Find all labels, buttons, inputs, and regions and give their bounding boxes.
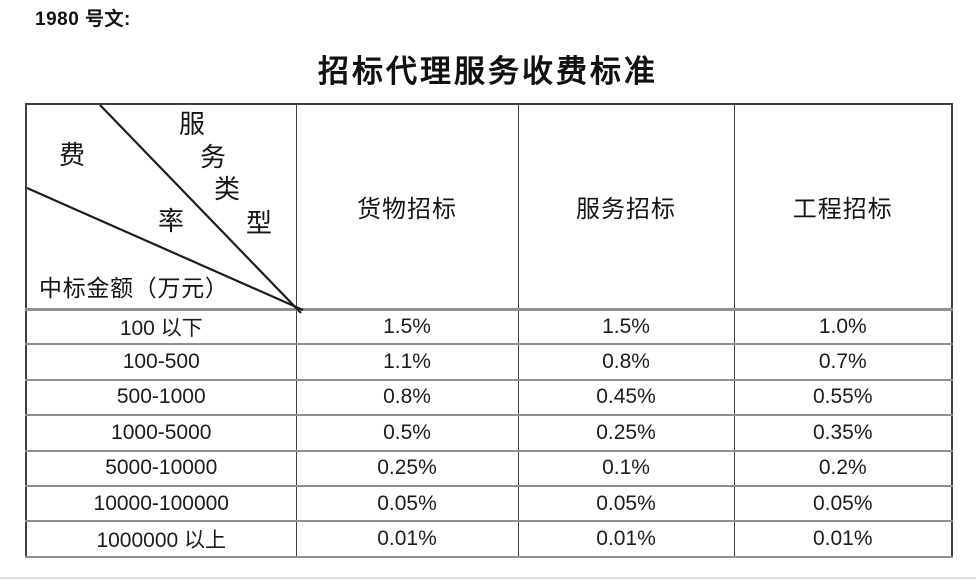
- fee-rate-cell: 0.8%: [517, 343, 735, 381]
- amount-range-cell: 1000-5000: [25, 414, 297, 452]
- fee-rate-cell: 1.5%: [295, 307, 519, 346]
- fee-rate-cell: 0.1%: [517, 449, 735, 487]
- corner-type-axis-char: 类: [214, 175, 241, 204]
- fee-rate-cell: 0.05%: [733, 484, 953, 523]
- fee-rate-cell: 0.05%: [517, 484, 735, 523]
- corner-type-axis-char: 务: [200, 143, 227, 172]
- fee-rate-cell: 1.1%: [295, 343, 519, 381]
- column-header-goods-bidding: 货物招标: [295, 103, 519, 311]
- corner-type-axis-char: 型: [246, 209, 273, 238]
- page-title: 招标代理服务收费标准: [318, 54, 658, 89]
- amount-range-cell: 1000000 以上: [25, 520, 297, 558]
- table-row: 500-1000 0.8% 0.45% 0.55%: [25, 378, 953, 417]
- fee-rate-cell: 0.8%: [295, 378, 519, 417]
- doc-number-label: 1980 号文:: [35, 9, 131, 30]
- fee-rate-cell: 0.25%: [517, 414, 735, 452]
- diagonal-line-upper: [99, 104, 302, 314]
- page-bottom-edge: [0, 577, 976, 579]
- fee-rate-cell: 0.01%: [517, 520, 735, 558]
- amount-range-cell: 10000-100000: [25, 484, 297, 523]
- amount-range-cell: 5000-10000: [25, 449, 297, 487]
- table-row: 1000-5000 0.5% 0.25% 0.35%: [25, 414, 953, 452]
- diagonal-line-lower: [26, 186, 304, 312]
- fee-rate-cell: 1.0%: [733, 307, 953, 346]
- diagonal-header-cell: 服 务 类 型 费 率 中标金额（万元）: [25, 103, 304, 314]
- table-row: 1000000 以上 0.01% 0.01% 0.01%: [25, 520, 953, 558]
- amount-range-cell: 100 以下: [25, 307, 297, 346]
- corner-type-axis-char: 服: [179, 110, 206, 139]
- fee-rate-cell: 0.2%: [733, 449, 953, 487]
- table-row: 5000-10000 0.25% 0.1% 0.2%: [25, 449, 953, 487]
- header-row: 服 务 类 型 费 率 中标金额（万元） 货物招标 服务招标 工程招标: [25, 103, 953, 314]
- fee-rate-cell: 0.45%: [517, 378, 735, 417]
- column-header-works-bidding: 工程招标: [733, 103, 953, 311]
- fee-rate-cell: 0.01%: [295, 520, 519, 558]
- row-axis-label: 中标金额（万元）: [39, 276, 229, 301]
- fee-rate-cell: 0.01%: [733, 520, 953, 558]
- fee-rate-cell: 1.5%: [517, 307, 735, 346]
- fee-rate-cell: 0.55%: [733, 378, 953, 417]
- column-header-services-bidding: 服务招标: [517, 103, 735, 311]
- corner-rate-axis-char: 率: [158, 207, 185, 236]
- table-row: 10000-100000 0.05% 0.05% 0.05%: [25, 484, 953, 523]
- fee-rate-cell: 0.25%: [295, 449, 519, 487]
- fee-rate-cell: 0.05%: [295, 484, 519, 523]
- table-row: 100-500 1.1% 0.8% 0.7%: [25, 343, 953, 381]
- fee-rate-cell: 0.35%: [733, 414, 953, 452]
- fee-rate-cell: 0.7%: [733, 343, 953, 381]
- amount-range-cell: 100-500: [25, 343, 297, 381]
- corner-rate-axis-char: 费: [59, 141, 86, 170]
- table-row: 100 以下 1.5% 1.5% 1.0%: [25, 307, 953, 346]
- fee-rate-cell: 0.5%: [295, 414, 519, 452]
- amount-range-cell: 500-1000: [25, 378, 297, 417]
- diagonal-divider-lines: [26, 104, 304, 314]
- fee-standard-table: 服 务 类 型 费 率 中标金额（万元） 货物招标 服务招标 工程招标 100 …: [25, 103, 953, 558]
